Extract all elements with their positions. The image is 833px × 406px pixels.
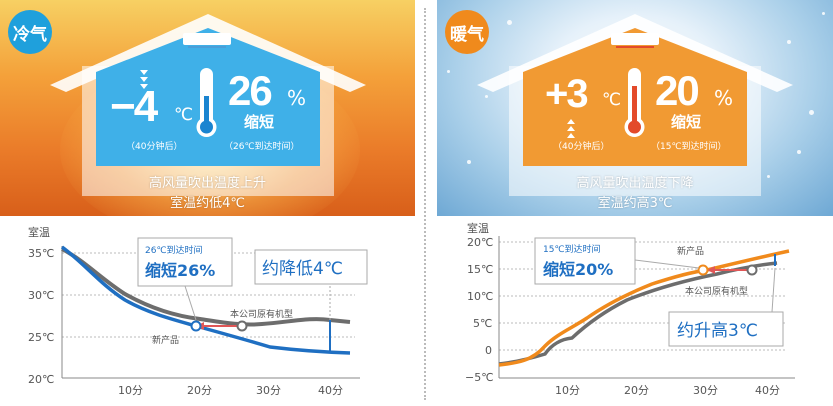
result-pointer <box>771 267 776 313</box>
percent-unit: % <box>714 86 734 110</box>
time-note: （40分钟后） <box>553 142 610 152</box>
new-product-marker <box>190 320 202 332</box>
ac-unit-icon <box>611 33 659 45</box>
x-tick-label: 10分 <box>118 384 143 397</box>
caption-line1: 高风量吹出温度上升 <box>148 176 266 191</box>
house-graphic <box>50 14 366 196</box>
chart-ylabel: 室温 <box>467 221 489 235</box>
x-tick-label: 40分 <box>755 384 780 397</box>
y-tick-label: 5℃ <box>473 317 492 330</box>
callout-box <box>534 237 636 285</box>
ac-unit-icon <box>183 33 231 45</box>
y-tick-label: 20℃ <box>467 236 493 249</box>
heating-chart: 室温 20℃ 15℃ 10℃ 5℃ 0 −5℃ 10分 20分 30分 40分 … <box>465 221 795 397</box>
callout-value: 缩短26% <box>145 261 215 280</box>
sunset-background: 冷气 −4 ℃ （40分钟后） 26 % 缩短 （26℃到达时间） 高风量吹出温… <box>0 0 415 216</box>
snowflake-icon <box>507 20 512 25</box>
panel-divider <box>424 8 426 400</box>
shorten-label: 缩短 <box>244 113 275 131</box>
temperature-change-value: −4 <box>110 82 158 131</box>
x-tick-label: 10分 <box>555 384 580 397</box>
percent-note: （26℃到达时间） <box>224 142 300 152</box>
new-product-marker <box>697 264 709 276</box>
result-label: 约升高3℃ <box>677 321 758 341</box>
x-tick-label: 20分 <box>187 384 212 397</box>
caption-line2: 室温约高3℃ <box>597 196 673 211</box>
y-tick-label: 15℃ <box>467 263 493 276</box>
result-box <box>668 311 784 347</box>
y-tick-label: 30℃ <box>28 289 54 302</box>
heating-mode-badge: 暖气 <box>445 10 489 54</box>
existing-model-line <box>498 261 778 366</box>
time-note: （40分钟后） <box>126 142 183 152</box>
y-tick-label: 10℃ <box>467 290 493 303</box>
snow-background: 暖气 +3 ℃ （40分钟后） 20 % 缩短 （15℃到达时间） 高风量吹出温… <box>437 0 833 216</box>
callout-title: 15℃到达时间 <box>543 243 601 255</box>
existing-model-line <box>61 247 351 327</box>
thermometer-icon <box>624 68 645 137</box>
percent-value: 20 <box>655 67 700 114</box>
temperature-change-value: +3 <box>545 72 589 116</box>
down-arrows-icon <box>140 70 148 89</box>
snowflake-icon <box>797 150 801 154</box>
snowflake-icon <box>447 70 450 73</box>
callout-title: 26℃到达时间 <box>145 244 203 256</box>
x-tick-label: 30分 <box>256 384 281 397</box>
callout-pointer <box>634 259 700 269</box>
new-product-line <box>498 249 790 367</box>
house-graphic <box>477 14 793 196</box>
caption-line1: 高风量吹出温度下降 <box>576 176 694 191</box>
snowflake-icon <box>822 12 825 15</box>
snowflake-icon <box>809 110 814 115</box>
snowflake-icon <box>467 160 471 164</box>
thermometer-icon <box>196 68 217 137</box>
callout-box <box>137 237 233 287</box>
callout-pointer <box>184 285 197 321</box>
snowflake-icon <box>787 40 791 44</box>
temperature-unit: ℃ <box>602 90 622 110</box>
x-tick-label: 30分 <box>693 384 718 397</box>
result-label: 约降低4℃ <box>262 259 343 279</box>
up-arrows-icon <box>567 119 575 138</box>
percent-note: （15℃到达时间） <box>651 142 727 152</box>
result-box <box>254 249 368 285</box>
y-tick-label: 0 <box>485 344 492 357</box>
snowflake-icon <box>485 95 488 98</box>
y-tick-label: 35℃ <box>28 247 54 260</box>
x-tick-label: 40分 <box>318 384 343 397</box>
percent-value: 26 <box>228 67 273 114</box>
snowflake-icon <box>767 175 770 178</box>
cooling-panel: 冷气 −4 ℃ （40分钟后） 26 % 缩短 （26℃到达时间） 高风量吹出温… <box>0 0 415 406</box>
caption-line2: 室温约低4℃ <box>170 196 245 211</box>
existing-model-marker <box>746 264 758 276</box>
y-tick-label: 20℃ <box>28 373 54 386</box>
x-tick-label: 20分 <box>624 384 649 397</box>
percent-unit: % <box>287 86 307 110</box>
new-product-label: 新产品 <box>677 245 704 257</box>
ac-airflow-icon <box>188 46 226 48</box>
cooling-chart: 室温 35℃ 30℃ 25℃ 20℃ 10分 20分 30分 40分 26℃到达… <box>28 225 368 397</box>
existing-model-marker <box>236 320 248 332</box>
existing-model-label: 本公司原有机型 <box>685 285 748 297</box>
arrowhead-icon <box>707 266 715 274</box>
y-tick-label: −5℃ <box>465 371 494 384</box>
temperature-unit: ℃ <box>174 105 194 125</box>
y-tick-label: 25℃ <box>28 331 54 344</box>
shorten-label: 缩短 <box>671 113 702 131</box>
callout-value: 缩短20% <box>543 260 613 279</box>
heating-panel: 暖气 +3 ℃ （40分钟后） 20 % 缩短 （15℃到达时间） 高风量吹出温… <box>437 0 833 406</box>
new-product-label: 新产品 <box>152 334 179 346</box>
chart-ylabel: 室温 <box>28 225 50 239</box>
cooling-mode-badge: 冷气 <box>8 10 52 54</box>
existing-model-label: 本公司原有机型 <box>230 308 293 320</box>
ac-airflow-icon <box>616 46 654 48</box>
